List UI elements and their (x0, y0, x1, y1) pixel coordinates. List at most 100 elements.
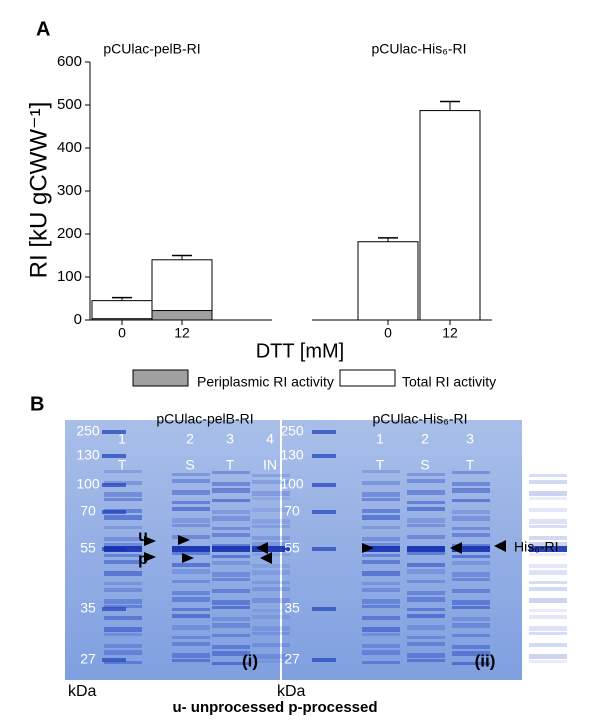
gel-band (452, 561, 490, 565)
unit-label: kDa (68, 683, 97, 700)
gel-band (212, 561, 250, 565)
marker-label: 100 (280, 476, 304, 492)
marker-label: 35 (80, 600, 96, 616)
gel-band (172, 625, 210, 630)
gel-band (252, 491, 290, 496)
gel-band (252, 581, 290, 584)
lane-number: 1 (376, 431, 384, 447)
gel-band (452, 623, 490, 628)
gel-band (104, 509, 142, 513)
gel-band (407, 591, 445, 595)
gel-band (407, 490, 445, 495)
gel-band (529, 546, 567, 552)
gel-band (362, 599, 400, 604)
gel-band (104, 633, 142, 636)
gel-band (252, 546, 290, 552)
gel-band (104, 644, 142, 648)
gel-band (407, 479, 445, 483)
gel-band (362, 481, 400, 485)
gel-band (212, 527, 250, 530)
gel-band (407, 653, 445, 658)
gel-band (172, 501, 210, 504)
marker-label: 250 (280, 423, 304, 439)
gel-band (362, 627, 400, 632)
gel-band (529, 632, 567, 635)
gel-band (529, 654, 567, 659)
gel-band (252, 536, 290, 540)
gel-band (172, 614, 210, 618)
gel-band (212, 651, 250, 656)
gel-band (252, 480, 290, 484)
lane-fraction: T (226, 457, 235, 473)
gel-band (104, 492, 142, 497)
gel-band (362, 509, 400, 513)
band-label: u (138, 528, 148, 545)
error-bar (112, 296, 132, 301)
gel-band (407, 535, 445, 539)
gel-band (452, 516, 490, 521)
gel-band (407, 524, 445, 527)
gel-band (212, 533, 250, 537)
marker-label: 55 (80, 540, 96, 556)
gel-band (362, 492, 400, 497)
gel-band (252, 519, 290, 524)
gel-band (407, 608, 445, 611)
gel-band (407, 659, 445, 662)
gel-band (104, 498, 142, 501)
gel-title: pCUlac-His₆-RI (372, 411, 467, 427)
gel-band (362, 498, 400, 501)
gel-band (529, 536, 567, 540)
gel-band (104, 650, 142, 655)
gel-band (104, 588, 142, 592)
gel-band (452, 662, 490, 665)
lane-fraction: T (376, 457, 385, 473)
gel-band (172, 569, 210, 574)
gel-panel (65, 420, 567, 680)
x-tick-label: 12 (174, 325, 190, 341)
gel-band (529, 525, 567, 528)
gel-band (252, 542, 290, 547)
gel-band (452, 589, 490, 593)
gel-band (452, 499, 490, 502)
gel-band (452, 471, 490, 474)
gel-band (529, 564, 567, 568)
gel-band (212, 471, 250, 474)
gel-band (172, 552, 210, 555)
gel-band (252, 497, 290, 500)
gel-band (529, 508, 567, 512)
gel-tag: (i) (242, 651, 258, 670)
x-tick-label: 0 (384, 325, 392, 341)
gel-band (172, 597, 210, 602)
gel-band (212, 634, 250, 637)
gel-band (252, 525, 290, 528)
gel-band (252, 626, 290, 631)
lane-number: 4 (266, 431, 274, 447)
bar (91, 318, 153, 321)
panel-label: A (36, 18, 50, 40)
gel-band (104, 661, 142, 664)
arrowhead (182, 553, 194, 563)
gel-band (407, 546, 445, 552)
lane-fraction: T (466, 457, 475, 473)
gel-band (172, 535, 210, 539)
gel-band (172, 524, 210, 527)
gel-band (452, 645, 490, 649)
gel-band (212, 499, 250, 502)
gel-band (529, 615, 567, 619)
gel-band (312, 510, 336, 514)
bar (151, 259, 213, 321)
y-tick-label: 500 (57, 96, 82, 113)
bar (357, 241, 419, 321)
marker-label: 55 (284, 540, 300, 556)
gel-band (362, 571, 400, 576)
gel-band (104, 526, 142, 529)
y-tick-label: 100 (57, 268, 82, 285)
gel-band (529, 643, 567, 647)
gel-band (312, 658, 336, 662)
arrowhead (178, 535, 190, 545)
lane-fraction: IN (540, 457, 554, 473)
gel-band (104, 470, 142, 473)
gel-band (407, 552, 445, 555)
gel-band (529, 491, 567, 496)
gel-band (362, 661, 400, 664)
